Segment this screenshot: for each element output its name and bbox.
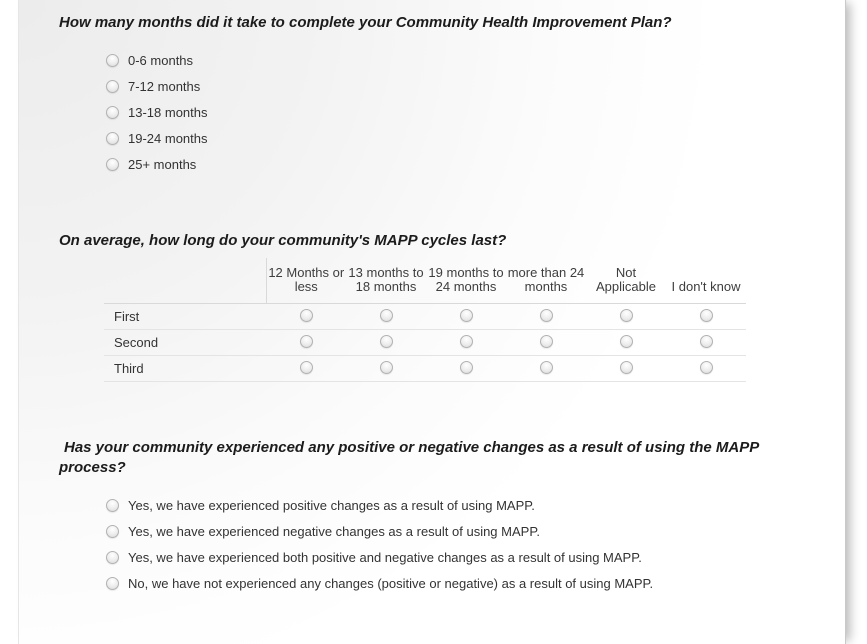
matrix-radio[interactable] [459,309,473,323]
radio-option[interactable]: 13-18 months [106,99,208,125]
option-label: 13-18 months [128,104,208,120]
radio-button[interactable] [106,498,119,512]
matrix-radio[interactable] [379,309,393,323]
matrix-row-label: Third [104,355,266,382]
matrix-radio[interactable] [539,361,553,375]
matrix-row: Second [104,329,746,356]
option-label: Yes, we have experienced both positive a… [128,549,642,565]
matrix-radio[interactable] [619,361,633,375]
matrix-radio[interactable] [379,361,393,375]
matrix-radio[interactable] [539,309,553,323]
radio-button[interactable] [106,157,119,171]
matrix-column-header: I don't know [666,258,746,304]
option-label: Yes, we have experienced negative change… [128,523,540,539]
matrix-radio[interactable] [619,309,633,323]
matrix-column-header: 13 months to 18 months [346,258,426,304]
matrix-radio[interactable] [459,361,473,375]
option-label: No, we have not experienced any changes … [128,575,654,591]
matrix-radio[interactable] [539,335,553,349]
question-1-title: How many months did it take to complete … [59,14,672,31]
question-1-options: 0-6 months 7-12 months 13-18 months 19-2… [106,47,208,177]
option-label: 0-6 months [128,52,194,68]
radio-button[interactable] [106,53,119,67]
radio-option[interactable]: Yes, we have experienced positive change… [106,492,653,518]
radio-button[interactable] [106,79,119,93]
matrix-cell[interactable] [586,303,666,330]
matrix-row-label: First [104,303,266,330]
matrix-cell[interactable] [346,355,426,382]
matrix-radio[interactable] [619,335,633,349]
radio-option[interactable]: 0-6 months [106,47,208,73]
question-3-options: Yes, we have experienced positive change… [106,492,653,596]
radio-option[interactable]: 19-24 months [106,125,208,151]
matrix-cell[interactable] [346,329,426,356]
matrix-column-header: Not Applicable [586,258,666,304]
matrix-cell[interactable] [666,355,746,382]
matrix-cell[interactable] [426,303,506,330]
radio-option[interactable]: Yes, we have experienced negative change… [106,518,653,544]
mapp-cycles-matrix: 12 Months or less 13 months to 18 months… [104,258,746,382]
radio-option[interactable]: Yes, we have experienced both positive a… [106,544,653,570]
matrix-cell[interactable] [426,329,506,356]
radio-option[interactable]: 25+ months [106,151,208,177]
matrix-corner-cell [104,258,267,304]
matrix-radio[interactable] [299,361,313,375]
matrix-column-header: 12 Months or less [266,258,346,304]
matrix-cell[interactable] [666,303,746,330]
radio-option[interactable]: 7-12 months [106,73,208,99]
matrix-cell[interactable] [346,303,426,330]
option-label: 19-24 months [128,130,208,146]
radio-button[interactable] [106,550,119,564]
option-label: 7-12 months [128,78,201,94]
matrix-column-header: more than 24 months [506,258,586,304]
radio-button[interactable] [106,576,119,590]
matrix-radio[interactable] [699,309,713,323]
matrix-cell[interactable] [586,355,666,382]
question-3-title: Has your community experienced any posit… [59,439,759,476]
matrix-column-header: 19 months to 24 months [426,258,506,304]
matrix-radio[interactable] [699,361,713,375]
matrix-cell[interactable] [426,355,506,382]
option-label: Yes, we have experienced positive change… [128,497,535,513]
matrix-cell[interactable] [266,303,346,330]
survey-page: How many months did it take to complete … [18,0,846,644]
matrix-row: First [104,303,746,330]
matrix-radio[interactable] [459,335,473,349]
matrix-radio[interactable] [379,335,393,349]
matrix-cell[interactable] [506,329,586,356]
matrix-radio[interactable] [299,335,313,349]
matrix-cell[interactable] [266,329,346,356]
radio-button[interactable] [106,131,119,145]
option-label: 25+ months [128,156,197,172]
matrix-cell[interactable] [586,329,666,356]
matrix-header-row: 12 Months or less 13 months to 18 months… [104,258,746,304]
matrix-cell[interactable] [266,355,346,382]
matrix-radio[interactable] [299,309,313,323]
radio-button[interactable] [106,524,119,538]
matrix-radio[interactable] [699,335,713,349]
question-2-title: On average, how long do your community's… [59,232,507,249]
matrix-cell[interactable] [666,329,746,356]
matrix-cell[interactable] [506,303,586,330]
radio-button[interactable] [106,105,119,119]
matrix-cell[interactable] [506,355,586,382]
matrix-row-label: Second [104,329,266,356]
radio-option[interactable]: No, we have not experienced any changes … [106,570,653,596]
matrix-row: Third [104,355,746,382]
